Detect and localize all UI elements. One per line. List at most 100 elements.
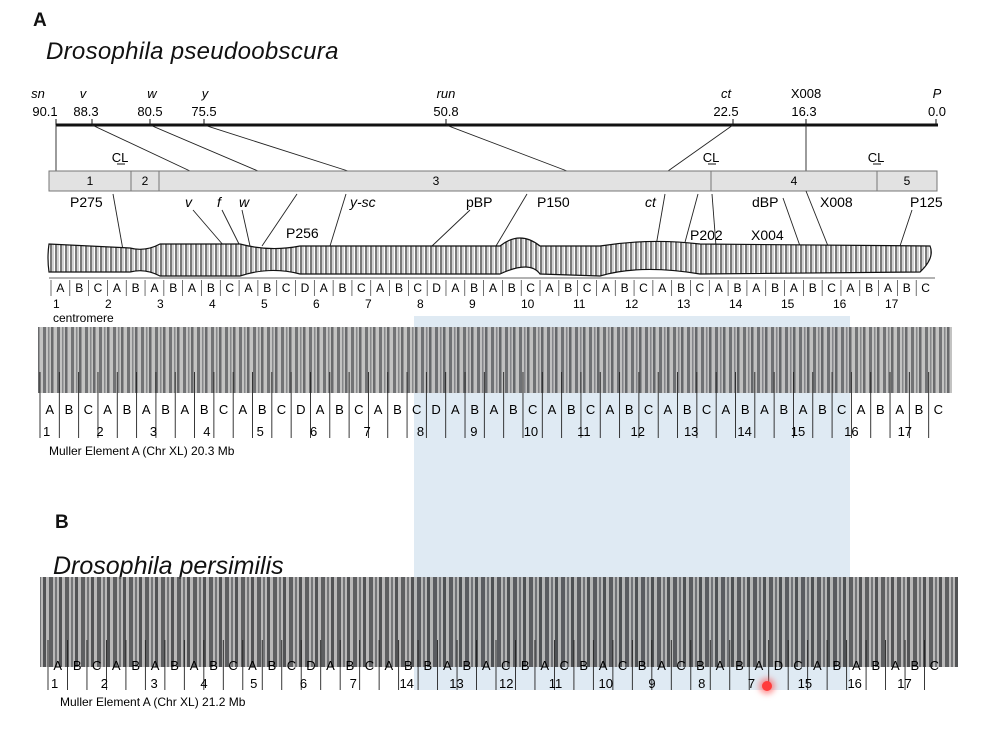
division-label: 13	[677, 297, 691, 311]
subdivision-label: B	[876, 402, 885, 417]
subdivision-label: B	[393, 402, 402, 417]
gene-name: ct	[721, 86, 733, 101]
subdivision-label: B	[335, 402, 344, 417]
gene-position: 88.3	[73, 104, 98, 119]
subdivision-label: A	[320, 281, 328, 295]
division-label: 8	[698, 676, 705, 691]
subdivision-label: A	[451, 402, 460, 417]
division-label: 5	[250, 676, 257, 691]
subdivision-label: C	[526, 281, 535, 295]
subdivision-label: B	[169, 281, 177, 295]
subdivision-label: C	[921, 281, 930, 295]
marker-label: f	[217, 194, 223, 210]
genetic-map: sn v w y run ct P X008 90.1 88.3 80.5 75…	[31, 86, 946, 127]
section-label: 3	[433, 174, 440, 188]
gene-name: X008	[791, 86, 821, 101]
subdivision-label: C	[228, 658, 237, 673]
subdivision-label: A	[53, 658, 62, 673]
subdivision-label: A	[244, 281, 252, 295]
cl-labels: CL CL CL	[112, 150, 885, 165]
gene-position: 90.1	[32, 104, 57, 119]
marker-label: w	[239, 194, 250, 210]
gene-name: w	[147, 86, 158, 101]
subdivision-label: A	[376, 281, 384, 295]
subdivision-label: A	[790, 281, 798, 295]
section-label: 1	[87, 174, 94, 188]
subdivision-label: A	[142, 402, 151, 417]
subdivision-label: A	[45, 402, 54, 417]
subdivision-label: C	[837, 402, 846, 417]
marker-label: v	[185, 194, 193, 210]
division-label: 12	[625, 297, 639, 311]
division-label: 11	[577, 424, 591, 439]
gene-name: sn	[31, 86, 45, 101]
subdivision-label: B	[423, 658, 432, 673]
division-label: 2	[105, 297, 112, 311]
subdivision-label: C	[934, 402, 943, 417]
marker-label: X008	[820, 194, 853, 210]
subdivision-label: B	[735, 658, 744, 673]
division-label: 12	[499, 676, 513, 691]
subdivision-label: C	[618, 658, 627, 673]
marker-label: pBP	[466, 194, 492, 210]
section-bar: 1 2 3 4 5	[48, 170, 938, 192]
subdivision-label: C	[696, 281, 705, 295]
division-label: 1	[53, 297, 60, 311]
subdivision-label: C	[277, 402, 286, 417]
subdivision-label: D	[431, 402, 440, 417]
division-label: 17	[897, 676, 911, 691]
subdivision-label: A	[443, 658, 452, 673]
division-label: 1	[51, 676, 58, 691]
division-label: 14	[399, 676, 413, 691]
chromosome-drawing	[47, 237, 932, 277]
division-label: 4	[200, 676, 207, 691]
subdivision-label: A	[489, 281, 497, 295]
division-label: 16	[844, 424, 858, 439]
marker-label: P150	[537, 194, 570, 210]
marker-label: X004	[751, 227, 784, 243]
subdivision-label: A	[884, 281, 892, 295]
division-label: 11	[573, 297, 586, 311]
panel-a-letter: A	[33, 10, 47, 31]
subdivision-label: C	[644, 402, 653, 417]
subdivision-label: A	[540, 658, 549, 673]
subdivision-label: B	[741, 402, 750, 417]
subdivision-label: C	[357, 281, 366, 295]
division-label: 4	[209, 297, 216, 311]
subdivision-label: A	[755, 658, 764, 673]
subdivision-label: A	[451, 281, 459, 295]
division-label: 14	[737, 424, 751, 439]
subdivision-label: D	[306, 658, 315, 673]
subdivision-label: A	[548, 402, 557, 417]
gene-position: 22.5	[713, 104, 738, 119]
marker-label: P125	[910, 194, 943, 210]
subdivision-label: A	[813, 658, 822, 673]
subdivision-label: B	[75, 281, 83, 295]
subdivision-label: C	[354, 402, 363, 417]
subdivision-label: C	[282, 281, 291, 295]
subdivision-label: B	[258, 402, 267, 417]
map-connectors	[55, 124, 807, 172]
subdivision-label: C	[702, 402, 711, 417]
subdivision-label: A	[150, 281, 158, 295]
subdivision-label: B	[734, 281, 742, 295]
subdivision-label: A	[852, 658, 861, 673]
subdivision-label: C	[413, 281, 422, 295]
division-label: 10	[521, 297, 535, 311]
panel-b-letter: B	[55, 512, 69, 533]
subdivision-label: C	[639, 281, 648, 295]
subdivision-label: B	[404, 658, 413, 673]
subdivision-label: A	[374, 402, 383, 417]
subdivision-label: A	[56, 281, 64, 295]
subdivision-label: A	[602, 281, 610, 295]
subdivision-label: A	[658, 281, 666, 295]
subdivision-label: B	[621, 281, 629, 295]
subdivision-label: B	[207, 281, 215, 295]
division-label: 17	[885, 297, 899, 311]
division-label: 6	[313, 297, 320, 311]
subdivision-label: A	[151, 658, 160, 673]
gene-position: 16.3	[791, 104, 816, 119]
subdivision-label: B	[625, 402, 634, 417]
division-label: 14	[729, 297, 743, 311]
